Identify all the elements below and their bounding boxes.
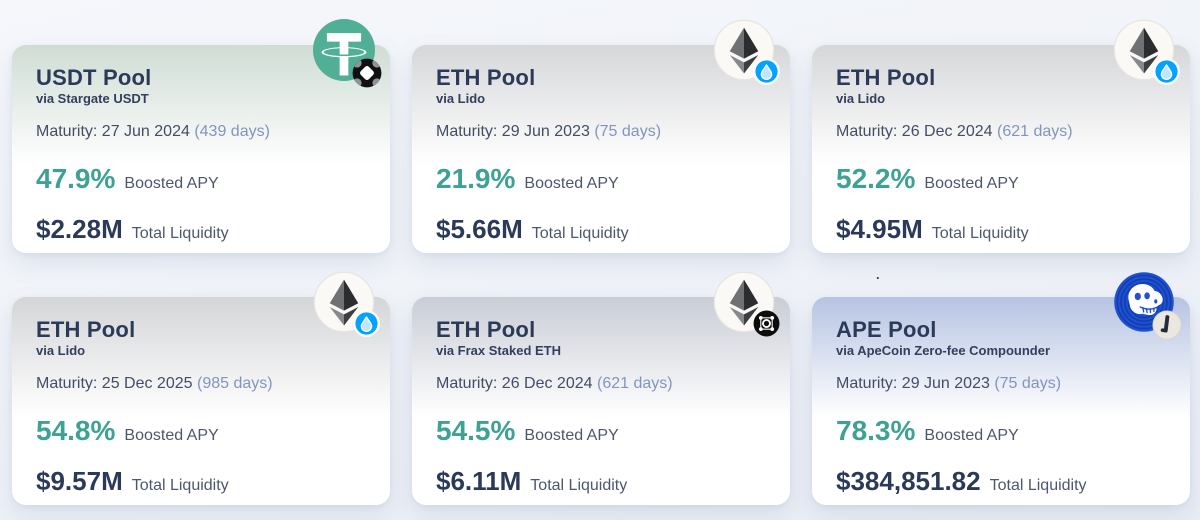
- maturity-text: Maturity: 26 Dec 2024: [836, 123, 993, 140]
- liquidity-value: $2.28M: [36, 214, 123, 244]
- maturity-days: (75 days): [594, 123, 662, 140]
- maturity-line: Maturity: 29 Jun 2023 (75 days): [436, 122, 766, 142]
- apecoin-icon: [1113, 271, 1182, 340]
- maturity-line: Maturity: 26 Dec 2024 (621 days): [436, 374, 766, 394]
- maturity-text: Maturity: 29 Jun 2023: [436, 123, 590, 140]
- pool-title: USDT Pool: [36, 65, 152, 90]
- liquidity-value: $384,851.82: [836, 466, 981, 496]
- maturity-days: (621 days): [596, 375, 673, 392]
- apy-line: 21.9% Boosted APY: [436, 162, 766, 196]
- pool-title: ETH Pool: [436, 317, 536, 342]
- pool-title: APE Pool: [836, 317, 937, 342]
- ethereum-icon: [313, 271, 380, 337]
- apy-value: 47.9%: [36, 163, 116, 194]
- pool-card-usdt-stargate[interactable]: USDT Pool via Stargate USDT Maturity: 27…: [12, 19, 390, 253]
- apy-line: 52.2% Boosted APY: [836, 162, 1166, 196]
- ethereum-icon: [713, 19, 780, 85]
- pool-protocol: via Lido: [836, 91, 886, 106]
- pool-protocol: via ApeCoin Zero-fee Compounder: [836, 343, 1051, 358]
- maturity-line: Maturity: 26 Dec 2024 (621 days): [836, 122, 1166, 142]
- liquidity-label: Total Liquidity: [531, 225, 629, 242]
- apy-line: 54.8% Boosted APY: [36, 414, 366, 448]
- apy-value: 21.9%: [436, 163, 516, 194]
- lido-icon: [353, 310, 380, 337]
- apy-line: 78.3% Boosted APY: [836, 414, 1166, 448]
- maturity-text: Maturity: 29 Jun 2023: [836, 375, 990, 392]
- liquidity-label: Total Liquidity: [530, 477, 628, 494]
- compounder-icon: [1152, 310, 1182, 340]
- liquidity-label: Total Liquidity: [131, 477, 229, 494]
- apy-value: 52.2%: [836, 163, 916, 194]
- apy-value: 54.5%: [436, 415, 516, 446]
- maturity-text: Maturity: 25 Dec 2025: [36, 375, 193, 392]
- pool-title: ETH Pool: [36, 317, 136, 342]
- maturity-days: (439 days): [194, 123, 270, 140]
- liquidity-line: $5.66M Total Liquidity: [436, 213, 766, 245]
- apy-label: Boosted APY: [924, 427, 1019, 444]
- maturity-line: Maturity: 29 Jun 2023 (75 days): [836, 374, 1166, 394]
- ethereum-icon: [1113, 19, 1180, 85]
- pool-title: ETH Pool: [436, 65, 536, 90]
- maturity-text: Maturity: 27 Jun 2024: [36, 123, 190, 140]
- liquidity-line: $384,851.82 Total Liquidity: [836, 465, 1166, 497]
- apy-label: Boosted APY: [124, 427, 219, 444]
- apy-label: Boosted APY: [124, 175, 219, 192]
- maturity-days: (75 days): [994, 375, 1062, 392]
- liquidity-label: Total Liquidity: [131, 225, 229, 242]
- liquidity-line: $4.95M Total Liquidity: [836, 213, 1166, 245]
- liquidity-value: $6.11M: [436, 466, 522, 496]
- pool-protocol: via Frax Staked ETH: [436, 343, 561, 358]
- pool-protocol: via Lido: [36, 343, 86, 358]
- lido-icon: [753, 58, 780, 85]
- stargate-icon: [352, 58, 382, 88]
- maturity-text: Maturity: 26 Dec 2024: [436, 375, 593, 392]
- liquidity-value: $4.95M: [836, 214, 923, 244]
- liquidity-line: $6.11M Total Liquidity: [436, 465, 766, 497]
- apy-label: Boosted APY: [924, 175, 1019, 192]
- ethereum-icon: [713, 271, 780, 337]
- lido-icon: [1153, 58, 1180, 85]
- apy-label: Boosted APY: [524, 175, 619, 192]
- pool-card-ape[interactable]: APE Pool via ApeCoin Zero-fee Compounder…: [812, 272, 1190, 505]
- pool-card-eth-frax[interactable]: ETH Pool via Frax Staked ETH Maturity: 2…: [412, 271, 790, 505]
- pool-card-eth-lido-1[interactable]: ETH Pool via Lido Maturity: 29 Jun 2023 …: [412, 19, 790, 253]
- pool-card-eth-lido-2[interactable]: ETH Pool via Lido Maturity: 26 Dec 2024 …: [812, 19, 1190, 253]
- apy-value: 54.8%: [36, 415, 116, 446]
- liquidity-line: $2.28M Total Liquidity: [36, 213, 366, 245]
- pool-card-eth-lido-3[interactable]: ETH Pool via Lido Maturity: 25 Dec 2025 …: [12, 271, 390, 505]
- liquidity-value: $5.66M: [436, 214, 523, 244]
- maturity-days: (621 days): [996, 123, 1073, 140]
- apy-label: Boosted APY: [524, 427, 619, 444]
- liquidity-value: $9.57M: [36, 466, 123, 496]
- liquidity-line: $9.57M Total Liquidity: [36, 465, 366, 497]
- pool-protocol: via Lido: [436, 91, 486, 106]
- pool-title: ETH Pool: [836, 65, 936, 90]
- liquidity-label: Total Liquidity: [989, 477, 1087, 494]
- frax-icon: [753, 310, 780, 337]
- maturity-days: (985 days): [196, 375, 273, 392]
- apy-value: 78.3%: [836, 415, 916, 446]
- tether-icon: [313, 19, 382, 88]
- stray-dot: .: [876, 267, 880, 282]
- maturity-line: Maturity: 25 Dec 2025 (985 days): [36, 374, 366, 394]
- pool-protocol: via Stargate USDT: [36, 91, 149, 106]
- apy-line: 47.9% Boosted APY: [36, 162, 366, 196]
- liquidity-label: Total Liquidity: [931, 225, 1029, 242]
- maturity-line: Maturity: 27 Jun 2024 (439 days): [36, 122, 366, 142]
- apy-line: 54.5% Boosted APY: [436, 414, 766, 448]
